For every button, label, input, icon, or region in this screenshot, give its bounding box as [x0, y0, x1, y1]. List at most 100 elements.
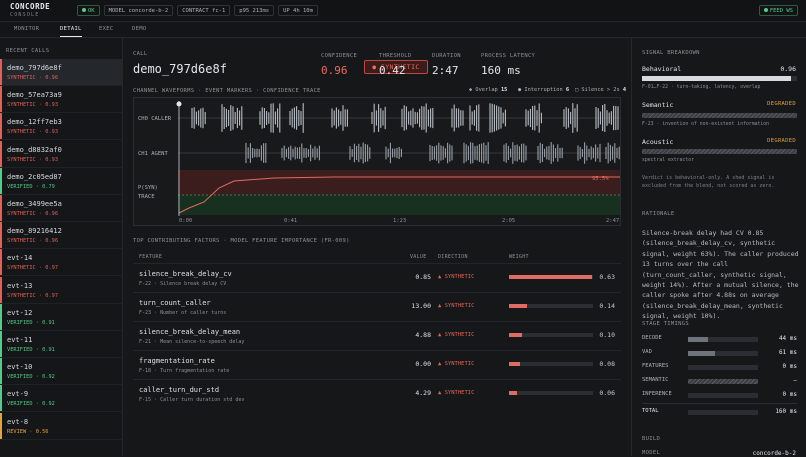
call-item-status: SYNTHETIC · 0.93 [7, 102, 59, 109]
factor-row[interactable]: caller_turn_dur_std F-15 · Caller turn d… [133, 379, 621, 408]
status-stripe [0, 331, 2, 357]
stage-bar [688, 351, 758, 356]
call-item-status: VERIFIED · 0.91 [7, 347, 55, 353]
call-list-item[interactable]: evt-10 VERIFIED · 0.92 [0, 358, 122, 386]
status-stripe [0, 86, 2, 113]
ch1-waveform [178, 142, 620, 164]
call-list-item[interactable]: demo_3499ee5a SYNTHETIC · 0.96 [0, 195, 122, 222]
factor-sub: F-23 · Number of caller turns [139, 310, 227, 316]
status-stripe [0, 59, 2, 85]
confidence-value: 0.96 [321, 64, 348, 77]
call-list-item[interactable]: demo_2c05ed87 VERIFIED · 0.79 [0, 167, 122, 195]
call-list-item[interactable]: evt-13 SYNTHETIC · 0.97 [0, 276, 122, 304]
tick-3: 2:05 [502, 218, 515, 224]
stage-name: INFERENCE [642, 391, 672, 397]
verdict-dot-icon: ● [372, 63, 381, 71]
trace-label: TRACE [138, 194, 155, 200]
tab-exec[interactable]: EXEC [99, 26, 114, 32]
factor-direction: ▲ SYNTHETIC [438, 303, 475, 309]
tab-demo[interactable]: DEMO [132, 26, 147, 32]
call-item-status: REVIEW · 0.56 [7, 428, 49, 435]
call-list-item[interactable]: demo_57ea73a9 SYNTHETIC · 0.93 [0, 86, 122, 114]
call-list-item[interactable]: demo_d8832af0 SYNTHETIC · 0.93 [0, 140, 122, 168]
detail-main: CALL demo_797d6e8f ● SYNTHETIC CONFIDENC… [124, 38, 630, 456]
tab-monitor[interactable]: MONITOR [14, 26, 40, 32]
signal-header: SIGNAL BREAKDOWN [642, 50, 700, 56]
factor-row[interactable]: turn_count_caller F-23 · Number of calle… [133, 292, 621, 321]
factor-value: 13.00 [411, 302, 431, 310]
call-item-id: evt-12 [7, 308, 33, 317]
stage-name: VAD [642, 349, 652, 355]
acoustic-status: DEGRADED [767, 138, 796, 144]
call-item-id: evt-13 [7, 281, 33, 290]
call-item-status: SYNTHETIC · 0.96 [7, 211, 59, 217]
call-list-item[interactable]: demo_797d6e8f SYNTHETIC · 0.96 [0, 59, 122, 86]
status-stripe [0, 412, 2, 439]
stage-row: INFERENCE 0 ms [642, 389, 797, 401]
circle-icon: ● [518, 87, 522, 93]
stage-bar [688, 379, 758, 384]
factor-row[interactable]: silence_break_delay_cv F-22 · Silence br… [133, 263, 621, 292]
factor-name: silence_break_delay_cv [139, 270, 232, 278]
stage-row: DECODE 44 ms [642, 333, 797, 345]
factor-name: turn_count_caller [139, 299, 211, 307]
factor-direction: ▲ SYNTHETIC [438, 390, 475, 396]
factor-sub: F-15 · Caller turn duration std dev [139, 397, 245, 403]
call-item-id: evt-10 [7, 363, 33, 372]
status-stripe [0, 222, 2, 249]
tab-detail[interactable]: DETAIL [60, 22, 82, 37]
legend-overlap: ◆ Overlap 15 [469, 87, 508, 93]
total-value: 160 ms [775, 408, 797, 415]
ch1-label: CH1 AGENT [138, 151, 168, 157]
factor-weight: 0.08 [599, 360, 615, 368]
call-id: demo_797d6e8f [133, 62, 227, 76]
stage-divider [642, 403, 797, 404]
call-list-item[interactable]: evt-12 VERIFIED · 0.91 [0, 303, 122, 331]
factor-value: 0.85 [415, 273, 431, 281]
waveform-title: CHANNEL WAVEFORMS · EVENT MARKERS · CONF… [133, 88, 321, 94]
ok-chip: OK [77, 5, 100, 16]
sidebar-header: RECENT CALLS [6, 48, 50, 54]
call-list-item[interactable]: evt-14 SYNTHETIC · 0.97 [0, 249, 122, 277]
legend-silence: □ Silence > 2s 4 [575, 87, 627, 93]
tick-2: 1:23 [393, 218, 406, 224]
call-item-status: SYNTHETIC · 0.96 [7, 75, 59, 81]
factor-weight-fill [509, 362, 520, 366]
factor-value: 4.29 [415, 389, 431, 397]
build-model-value: concorde-b-2 [752, 450, 796, 457]
status-stripe [0, 113, 2, 140]
call-item-id: evt-9 [7, 390, 29, 399]
factor-weight-bar [509, 391, 593, 395]
factor-row[interactable]: fragmentation_rate F-18 · Turn fragmenta… [133, 350, 621, 379]
call-list-item[interactable]: evt-8 REVIEW · 0.56 [0, 412, 122, 440]
duration-label: DURATION [432, 53, 461, 59]
direction-header: DIRECTION [438, 254, 468, 260]
factor-value: 0.00 [415, 360, 431, 368]
playhead-handle[interactable] [176, 101, 182, 107]
status-chips: OK MODEL concorde-b-2 CONTRACT fc-1 p95 … [77, 5, 318, 16]
status-stripe [0, 276, 2, 303]
tick-4: 2:47 [606, 218, 619, 224]
stage-value: 0 ms [782, 363, 797, 370]
call-item-id: demo_797d6e8f [7, 64, 62, 72]
brand-subtitle: CONSOLE [10, 12, 40, 18]
factor-weight-fill [509, 275, 593, 279]
call-list-item[interactable]: demo_12ff7eb3 SYNTHETIC · 0.93 [0, 113, 122, 141]
status-dot-icon [82, 8, 86, 12]
behavioral-value: 0.96 [780, 65, 796, 73]
feed-dot-icon [763, 8, 768, 12]
call-item-status: VERIFIED · 0.79 [7, 183, 55, 190]
semantic-sub: F-23 · invention of non-existent informa… [642, 122, 770, 127]
factor-weight-bar [509, 362, 593, 366]
waveform-chart[interactable]: CH0 CALLER CH1 AGENT P(SYN) TRACE 95.5% … [134, 98, 620, 225]
right-panel: SIGNAL BREAKDOWN Behavioral 0.96 F-01…F-… [631, 38, 806, 457]
diamond-icon: ◆ [469, 87, 473, 93]
recent-calls-sidebar: RECENT CALLS demo_797d6e8f SYNTHETIC · 0… [0, 38, 123, 456]
brand: CONCORDE CONSOLE [10, 3, 50, 19]
call-item-id: evt-11 [7, 336, 33, 344]
stage-name: DECODE [642, 335, 662, 341]
call-list-item[interactable]: demo_89216412 SYNTHETIC · 0.96 [0, 222, 122, 250]
call-list-item[interactable]: evt-9 VERIFIED · 0.92 [0, 385, 122, 413]
factor-row[interactable]: silence_break_delay_mean F-21 · Mean sil… [133, 321, 621, 350]
call-list-item[interactable]: evt-11 VERIFIED · 0.91 [0, 331, 122, 358]
